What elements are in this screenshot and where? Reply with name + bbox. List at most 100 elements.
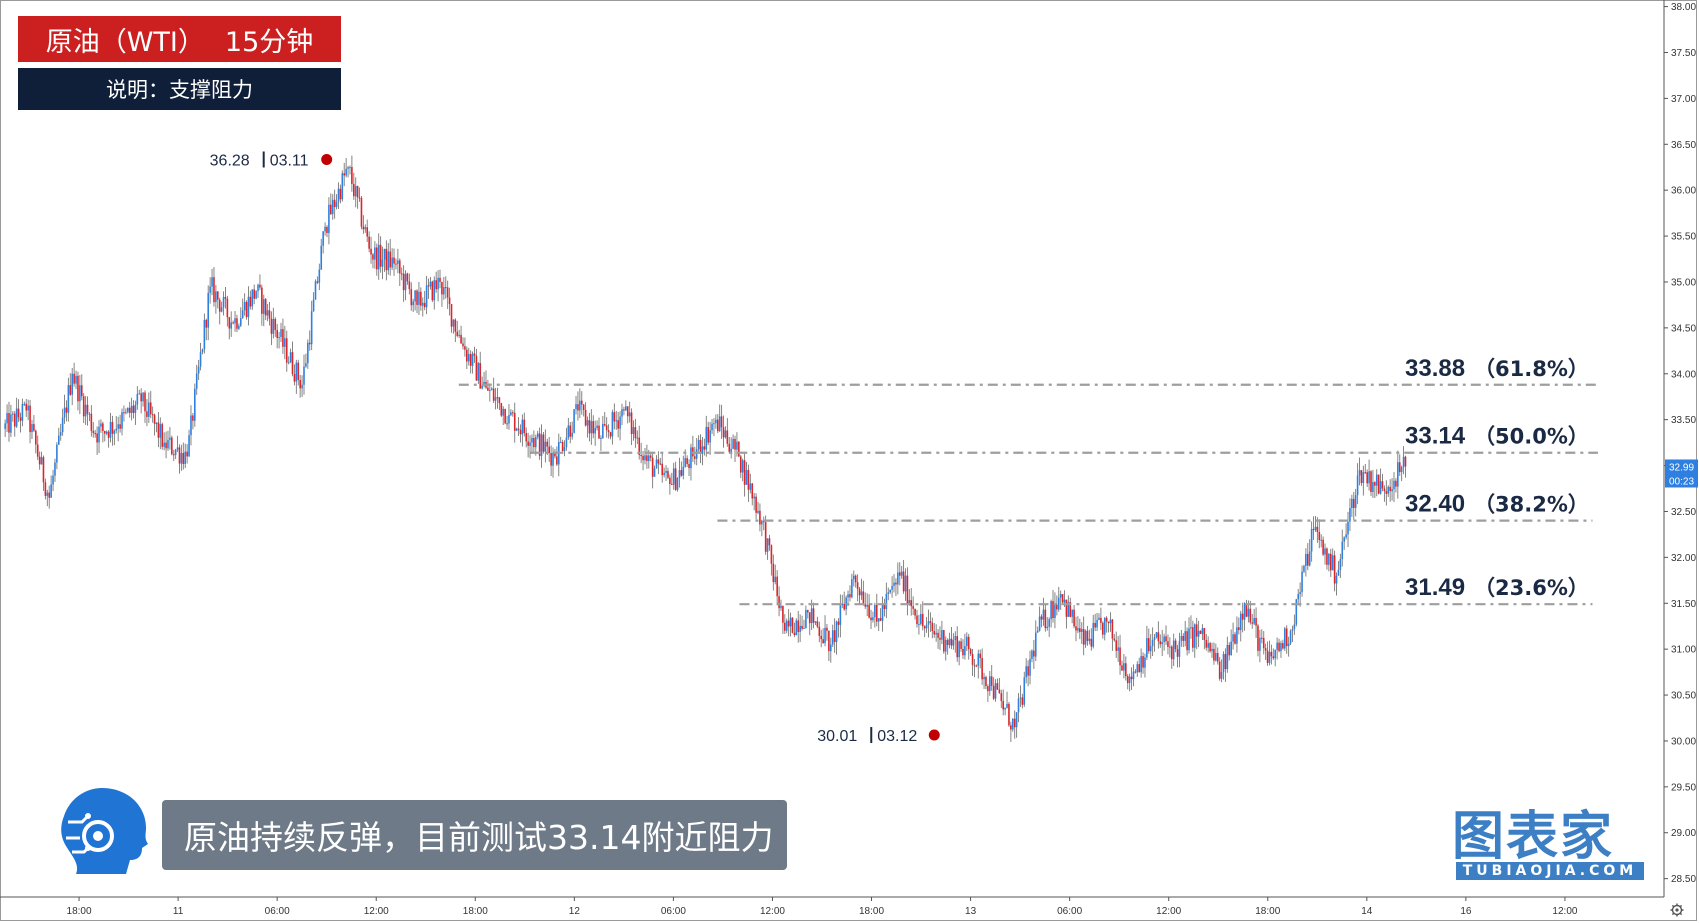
candle-body [828,630,830,652]
candle-body [483,381,485,386]
candle-body [659,463,662,465]
candle-body [893,582,895,586]
candle-body [1103,617,1106,635]
candle-body [262,299,265,314]
candle-body [381,259,384,267]
candle-body [768,538,771,546]
candle-body [623,409,625,411]
time-tick-label: 12:00 [364,906,389,917]
candle-body [1011,718,1014,730]
candle-body [153,414,156,424]
candle-body [115,428,118,431]
price-tick-label: 34.00 [1671,369,1696,380]
candle-body [1234,634,1236,644]
candle-body [1199,630,1202,634]
candle-body [21,404,24,421]
candle-body [807,610,809,613]
candle-body [941,630,943,640]
candle-body [715,419,717,424]
candle-body [651,457,654,477]
candle-body [234,318,236,324]
candle-body [213,277,215,303]
candle-body [977,653,980,666]
extreme-date: 03.12 [877,728,917,745]
candle-body [1042,609,1045,620]
candle-body [1182,635,1185,641]
candle-body [680,470,683,476]
candle-body [515,428,518,431]
candle-body [1002,700,1005,710]
candle-body [879,618,882,621]
candle-body [563,447,566,451]
candle-body [854,575,857,583]
candle-body [914,608,916,616]
timeframe-label: 15分钟 [224,26,314,58]
candle-body [1289,630,1292,644]
candle-body [393,257,395,264]
candle-body [165,442,167,449]
candle-body [588,420,591,434]
candle-body [607,430,610,433]
candle-body [464,346,466,350]
candle-body [1146,638,1148,658]
candle-body [525,433,528,442]
candle-body [567,425,570,438]
candle-body [1079,628,1081,632]
candle-body [404,273,407,291]
candle-body [400,273,403,275]
candle-body [1326,548,1328,565]
candle-body [48,492,51,498]
candle-body [232,322,234,324]
candle-body [1163,636,1165,643]
candle-body [195,373,198,389]
candle-body [308,342,311,345]
candle-body [964,646,966,656]
candle-body [653,468,656,477]
candle-body [1352,498,1355,508]
candle-body [956,636,959,658]
candle-body [772,563,775,583]
candle-body [218,299,221,312]
candle-body [1023,677,1026,705]
candle-body [1184,631,1186,641]
candle-body [1341,541,1344,560]
candle-body [82,396,85,417]
candle-body [494,397,497,401]
candle-body [23,403,26,405]
candle-body [358,197,361,199]
candle-body [151,414,154,416]
candle-body [538,433,541,456]
candle-body [477,363,480,381]
candle-body [176,447,179,450]
candle-body [498,397,501,404]
candle-body [1213,648,1215,661]
candle-body [996,683,999,690]
candle-body [251,289,254,307]
candle-body [1010,725,1012,730]
candle-body [1161,642,1164,645]
candle-body [1218,661,1221,679]
candle-body [592,421,595,434]
candle-body [163,442,165,447]
price-tick-label: 29.50 [1671,782,1696,793]
candle-body [207,292,210,328]
time-tick-label: 12:00 [1552,906,1577,917]
candle-body [582,404,585,411]
candle-body [603,423,606,426]
candle-body [324,226,326,232]
candle-body [88,413,91,415]
settings-gear-icon[interactable] [1670,903,1684,917]
candle-body [1090,638,1093,647]
brand-name: 图表家 [1452,807,1614,862]
candle-body [57,435,60,445]
candle-body [429,281,432,287]
candle-body [1301,571,1303,593]
candles [4,155,1407,742]
candle-body [1109,619,1112,624]
candle-body [707,427,709,443]
candle-body [261,287,263,314]
candle-body [661,463,664,476]
candle-body [780,605,782,609]
candle-body [987,686,989,692]
candle-body [927,621,930,625]
